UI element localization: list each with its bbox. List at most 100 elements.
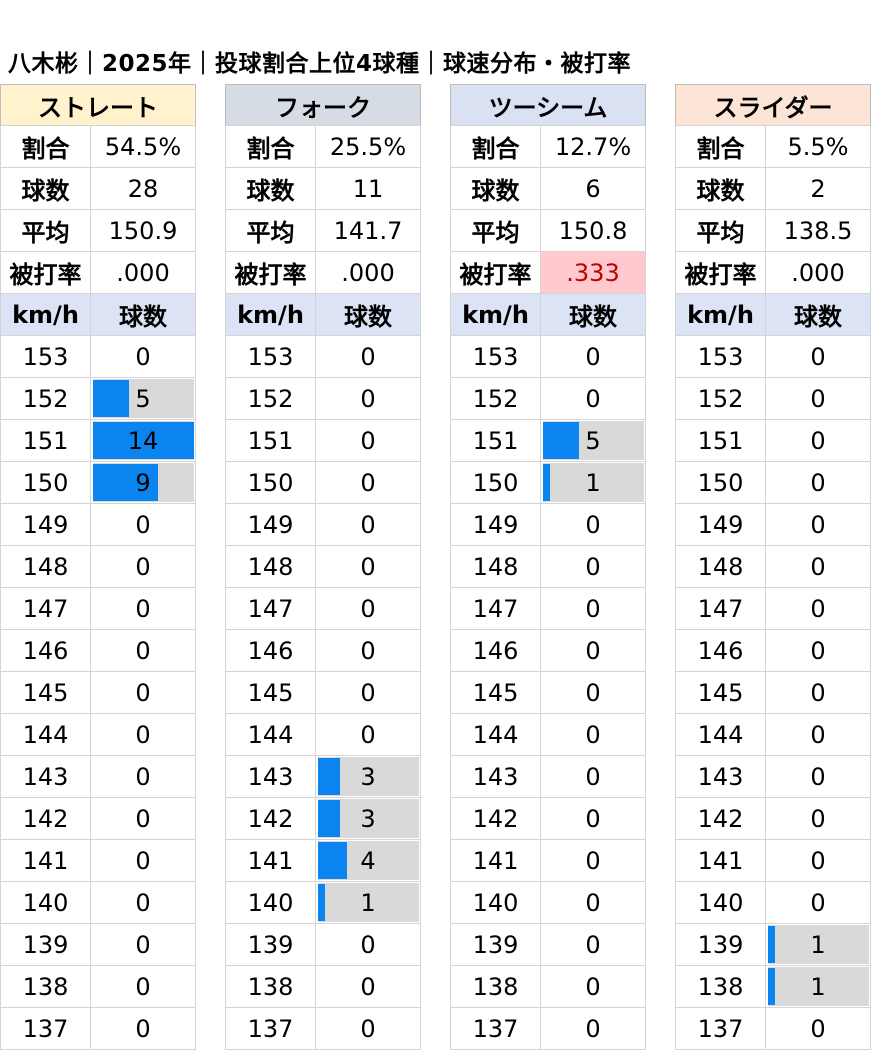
speed-row: 148 0: [0, 546, 196, 588]
speed-row: 149 0: [225, 504, 421, 546]
speed-tick: 147: [450, 588, 541, 630]
speed-tick: 153: [675, 336, 766, 378]
speed-row: 139 0: [0, 924, 196, 966]
speed-row: 137 0: [675, 1008, 871, 1050]
speed-tick: 137: [0, 1008, 91, 1050]
bar-track: [318, 883, 419, 922]
pitch-ratio: 54.5%: [91, 126, 196, 168]
speed-tick: 140: [225, 882, 316, 924]
speed-tick: 139: [0, 924, 91, 966]
count-label: 1: [360, 888, 376, 917]
count-cell: 0: [766, 378, 871, 420]
count-label: 0: [360, 636, 376, 665]
count-cell: 0: [766, 672, 871, 714]
speed-tick: 151: [0, 420, 91, 462]
speed-row: 139 0: [225, 924, 421, 966]
speed-row: 148 0: [675, 546, 871, 588]
speed-tick: 137: [450, 1008, 541, 1050]
count-cell: 0: [316, 420, 421, 462]
speed-row: 147 0: [225, 588, 421, 630]
count-cell: 0: [541, 504, 646, 546]
count-cell: 0: [766, 504, 871, 546]
speed-tick: 143: [675, 756, 766, 798]
count-label: 0: [135, 1014, 151, 1043]
count-label: 4: [360, 846, 376, 875]
count-label: 0: [585, 384, 601, 413]
batting-average: .000: [766, 252, 871, 294]
stat-row: 球数 6: [450, 168, 646, 210]
speed-tick: 150: [675, 462, 766, 504]
count-cell: 0: [541, 924, 646, 966]
speed-row: 150 1: [450, 462, 646, 504]
count-label: 0: [135, 762, 151, 791]
pitch-count: 11: [316, 168, 421, 210]
speed-tick: 145: [450, 672, 541, 714]
count-cell: 0: [91, 966, 196, 1008]
stat-row: 平均 138.5: [675, 210, 871, 252]
pitch-count: 28: [91, 168, 196, 210]
count-label: 5: [135, 384, 151, 413]
stat-row: 平均 150.8: [450, 210, 646, 252]
stat-row: 被打率 .000: [225, 252, 421, 294]
count-cell: 0: [766, 714, 871, 756]
pitch-count: 2: [766, 168, 871, 210]
count-cell: 0: [91, 714, 196, 756]
pitch-table: ツーシーム 割合 12.7% 球数 6 平均 150.8 被打率 .333 km/h 球数 153 0 1…: [450, 84, 646, 1050]
stat-label: 被打率: [675, 252, 766, 294]
speed-tick: 145: [675, 672, 766, 714]
pitches-header: 球数: [316, 294, 421, 336]
count-cell: 0: [766, 882, 871, 924]
count-label: 1: [810, 972, 826, 1001]
count-label: 0: [135, 930, 151, 959]
speed-row: 152 0: [225, 378, 421, 420]
speed-tick: 139: [675, 924, 766, 966]
count-cell: 0: [316, 378, 421, 420]
batting-average: .000: [91, 252, 196, 294]
stat-row: 球数 2: [675, 168, 871, 210]
count-cell: 0: [91, 672, 196, 714]
count-label: 0: [135, 888, 151, 917]
count-cell: 0: [541, 336, 646, 378]
pitch-name: ストレート: [0, 84, 196, 126]
speed-tick: 149: [225, 504, 316, 546]
pitches-header: 球数: [541, 294, 646, 336]
count-bar: [543, 422, 579, 459]
count-cell: 0: [316, 336, 421, 378]
count-label: 0: [585, 552, 601, 581]
speed-row: 141 0: [675, 840, 871, 882]
stat-row: 被打率 .000: [675, 252, 871, 294]
count-cell: 0: [766, 630, 871, 672]
count-bar: [543, 464, 550, 501]
stat-label: 平均: [675, 210, 766, 252]
count-label: 0: [585, 720, 601, 749]
count-cell: 0: [766, 756, 871, 798]
count-cell: 0: [541, 756, 646, 798]
count-label: 0: [585, 972, 601, 1001]
speed-tick: 147: [225, 588, 316, 630]
speed-tick: 138: [675, 966, 766, 1008]
speed-row: 148 0: [450, 546, 646, 588]
stat-row: 被打率 .000: [0, 252, 196, 294]
stat-label: 被打率: [225, 252, 316, 294]
speed-row: 139 0: [450, 924, 646, 966]
bar-track: [768, 925, 869, 964]
speed-row: 140 0: [0, 882, 196, 924]
stat-row: 割合 5.5%: [675, 126, 871, 168]
count-label: 0: [135, 594, 151, 623]
speed-row: 143 0: [675, 756, 871, 798]
count-label: 0: [135, 636, 151, 665]
column-header: km/h 球数: [0, 294, 196, 336]
speed-tick: 151: [675, 420, 766, 462]
pitch-ratio: 25.5%: [316, 126, 421, 168]
page-title: 八木彬｜2025年｜投球割合上位4球種｜球速分布・被打率: [8, 51, 632, 77]
speed-tick: 137: [225, 1008, 316, 1050]
count-cell: 14: [91, 420, 196, 462]
speed-tick: 146: [450, 630, 541, 672]
speed-row: 137 0: [225, 1008, 421, 1050]
count-label: 0: [810, 552, 826, 581]
speed-tick: 150: [450, 462, 541, 504]
count-label: 0: [585, 762, 601, 791]
count-label: 0: [360, 972, 376, 1001]
count-cell: 3: [316, 798, 421, 840]
speed-row: 137 0: [450, 1008, 646, 1050]
